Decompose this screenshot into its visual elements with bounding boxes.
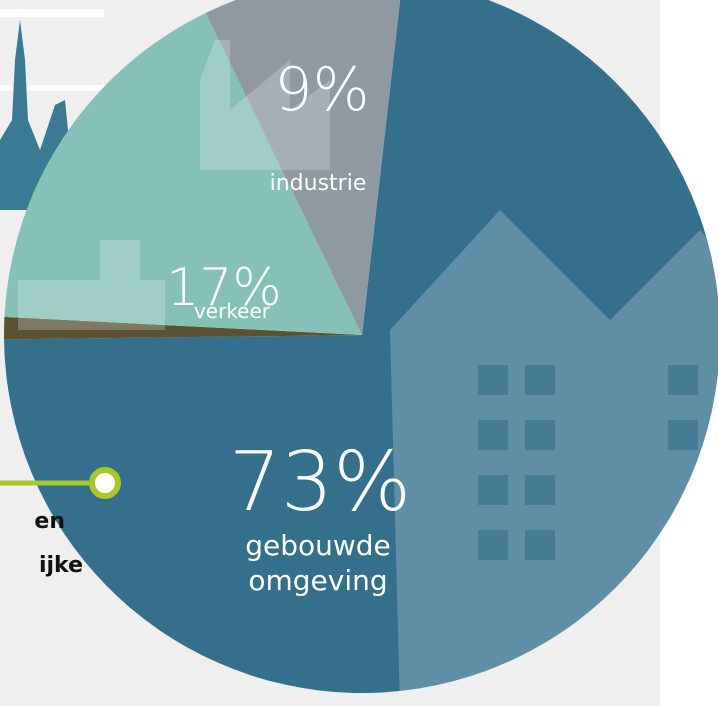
annotation: en	[34, 509, 65, 534]
decor-line	[0, 9, 104, 17]
pie-slice	[4, 12, 363, 336]
value-label: 73%	[229, 435, 411, 530]
category-label: industrie	[270, 171, 367, 196]
pie-slice	[4, 0, 718, 693]
category-label: gebouwde omgeving	[245, 529, 391, 597]
category-label: verkeer	[194, 299, 271, 323]
callout-dot	[89, 467, 121, 499]
annotation: ijke	[39, 553, 83, 578]
windows	[478, 365, 698, 560]
pie-slice	[205, 0, 401, 335]
decor-line	[0, 85, 104, 91]
value-label: 9%	[274, 55, 369, 125]
pie-slice	[4, 316, 363, 340]
value-label: 17%	[166, 258, 282, 318]
